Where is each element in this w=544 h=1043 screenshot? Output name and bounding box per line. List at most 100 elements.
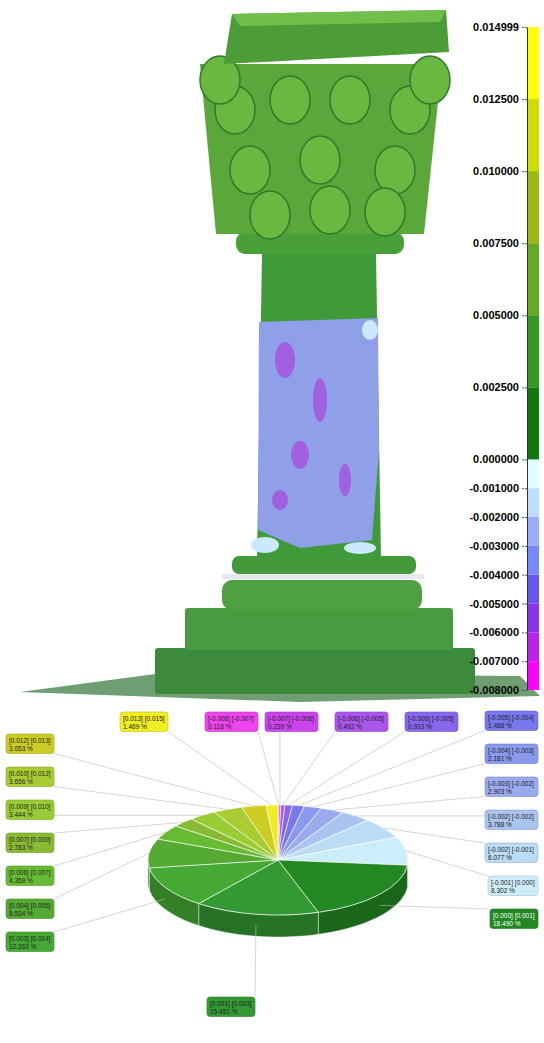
label-background (485, 810, 538, 830)
leader-line (406, 851, 488, 876)
data-label: [-0.005] [-0.004]1.468 % (488, 714, 534, 729)
data-label: [0.004] [0.006]8.534 % (9, 902, 51, 917)
capital-leaf (300, 136, 340, 184)
tick-mark (522, 517, 527, 518)
label-category: [0.007] [0.009] (9, 836, 51, 844)
data-label-box: [0.009] [0.010]3.444 % (6, 800, 54, 820)
leader-line (54, 853, 149, 899)
leader-line (255, 925, 257, 997)
data-label-box: [-0.006] [-0.005]0.933 % (405, 712, 458, 732)
label-value: 2.903 % (488, 788, 512, 795)
color-band (527, 387, 539, 459)
label-value: 3.656 % (9, 778, 33, 785)
tick: -0.004000 (469, 569, 527, 581)
data-label: [0.009] [0.010]3.444 % (9, 803, 51, 818)
data-label: [0.003] [0.004]12.263 % (9, 935, 51, 950)
axis-line (527, 28, 528, 691)
shaft-deviation-spot (272, 490, 288, 510)
tick-label: 0.007500 (473, 237, 519, 249)
label-background (485, 711, 538, 731)
tick-label: 0.012500 (473, 93, 519, 105)
color-band (527, 546, 539, 575)
data-label-box: [0.006] [0.007]4.359 % (6, 866, 54, 886)
label-category: [0.013] [0.015] (123, 715, 165, 723)
tick-mark (522, 604, 527, 605)
leader-line (279, 732, 280, 806)
tick-label: -0.002000 (469, 511, 519, 523)
data-label-box: [-0.002] [-0.002]3.788 % (485, 810, 538, 830)
label-value: 4.359 % (9, 877, 33, 884)
tick: 0.014999 (473, 21, 527, 33)
label-category: [-0.006] [-0.005] (408, 715, 454, 723)
tick: 0.002500 (473, 381, 527, 393)
tick-label: -0.003000 (469, 540, 519, 552)
abacus (224, 10, 449, 64)
tick-label: 0.010000 (473, 165, 519, 177)
leader-line (54, 754, 254, 806)
tick-mark (522, 661, 527, 662)
color-band (527, 632, 539, 661)
leader-line (54, 787, 227, 810)
capital-leaf (365, 188, 405, 236)
leader-line (54, 815, 202, 816)
label-background (6, 767, 54, 787)
tick-mark (522, 171, 527, 172)
tick-mark (522, 243, 527, 244)
label-category: [-0.001] [0.000] (491, 879, 535, 887)
tick-label: -0.005000 (469, 598, 519, 610)
label-background (205, 712, 258, 732)
shaft (257, 254, 381, 558)
leader-line (379, 905, 490, 909)
tick: -0.003000 (469, 540, 527, 552)
leader-line (54, 899, 166, 932)
label-value: 12.263 % (9, 943, 37, 950)
plinth (155, 648, 475, 694)
label-value: 6.077 % (488, 854, 512, 861)
data-label: [-0.006] [-0.005]0.492 % (338, 715, 384, 730)
shaft-deviation-spot (291, 441, 309, 469)
shaft-deviation-spot (339, 464, 351, 496)
data-label: [-0.007] [-0.006]0.239 % (268, 715, 314, 730)
data-label-box: [0.001] [0.003]15.451 % (207, 997, 255, 1017)
base-torus (222, 580, 422, 610)
tick: 0.007500 (473, 237, 527, 249)
tick: -0.006000 (469, 626, 527, 638)
data-label: [0.007] [0.009]2.783 % (9, 836, 51, 851)
label-background (6, 833, 54, 853)
pie-chart: [-0.008] [-0.007]0.116 % [-0.007] [-0.006… (6, 711, 538, 1017)
base-gap (222, 574, 424, 579)
label-category: [-0.008] [-0.007] (208, 715, 254, 723)
color-band (527, 99, 539, 171)
capital-leaf (230, 146, 270, 194)
capital-leaf (375, 146, 415, 194)
tick-label: -0.006000 (469, 626, 519, 638)
tick-label: -0.001000 (469, 482, 519, 494)
color-axis: -0.008000 -0.007000 -0.006000 -0.005000 -0.0… (469, 21, 527, 696)
color-band (527, 171, 539, 243)
tick-mark (522, 27, 527, 28)
data-label: [-0.004] [-0.003]2.181 % (488, 747, 534, 762)
capital-leaf (410, 56, 450, 104)
label-background (485, 777, 538, 797)
tick-label: 0.002500 (473, 381, 519, 393)
label-category: [-0.006] [-0.005] (338, 715, 384, 723)
tick: -0.008000 (469, 684, 527, 696)
tick-mark (522, 546, 527, 547)
shaft-light-spot (362, 320, 378, 340)
data-label: [-0.002] [-0.002]3.788 % (488, 813, 534, 828)
data-label-box: [-0.006] [-0.005]0.492 % (335, 712, 388, 732)
label-value: 0.933 % (408, 723, 432, 730)
data-label-box: [-0.008] [-0.007]0.116 % (205, 712, 258, 732)
pie-walls (148, 860, 408, 937)
tick-label: -0.007000 (469, 655, 519, 667)
data-label-box: [0.007] [0.009]2.783 % (6, 833, 54, 853)
label-background (120, 712, 168, 732)
tick-label: -0.004000 (469, 569, 519, 581)
label-background (6, 734, 54, 754)
label-background (6, 866, 54, 886)
color-band (527, 517, 539, 546)
data-label-box: [-0.001] [0.000]8.302 % (488, 876, 538, 896)
tick-mark (522, 575, 527, 576)
label-background (485, 744, 538, 764)
label-category: [0.001] [0.003] (210, 1000, 252, 1008)
